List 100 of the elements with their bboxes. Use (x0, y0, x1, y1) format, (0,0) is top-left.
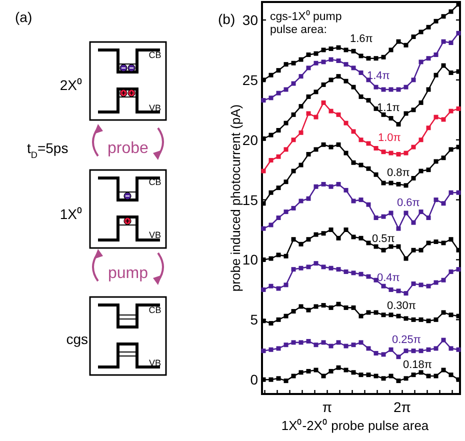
point (276, 128, 281, 133)
point (448, 190, 454, 195)
point (441, 39, 446, 44)
point (284, 180, 288, 184)
point (434, 159, 438, 164)
point (306, 94, 311, 99)
point (366, 310, 371, 315)
point (306, 111, 311, 116)
point (448, 346, 454, 351)
point (328, 344, 334, 348)
point (284, 87, 288, 92)
point (344, 78, 348, 84)
point (404, 42, 408, 48)
point (336, 236, 341, 240)
text: cgs (66, 331, 88, 347)
point (328, 108, 334, 114)
point (411, 220, 416, 225)
point (381, 214, 386, 219)
point (366, 98, 371, 103)
point (284, 147, 288, 152)
point (448, 312, 454, 318)
point (268, 96, 274, 100)
point (314, 60, 318, 66)
point (448, 70, 454, 75)
point (276, 186, 281, 190)
point (351, 270, 356, 276)
y-tick-label: 10 (242, 252, 258, 268)
annotation: 0.30π (387, 300, 416, 312)
point (291, 237, 296, 242)
point (388, 347, 394, 352)
point (381, 352, 386, 357)
point (418, 282, 424, 288)
point (351, 66, 356, 70)
point (441, 156, 446, 160)
point (396, 122, 401, 127)
point (351, 84, 356, 90)
point (411, 348, 416, 354)
point (358, 236, 364, 240)
point (396, 314, 401, 318)
point (456, 30, 461, 36)
point (276, 68, 281, 73)
text: 2X⁰ (60, 77, 82, 93)
point (426, 374, 431, 378)
point (268, 256, 274, 261)
point (284, 254, 288, 258)
point (404, 376, 408, 381)
point (328, 144, 334, 150)
annotation: 0.25π (392, 334, 422, 346)
point (434, 18, 438, 24)
point (441, 63, 446, 68)
text: CB (148, 50, 162, 60)
point (351, 129, 356, 134)
point (404, 150, 408, 156)
point (268, 72, 274, 78)
point (381, 87, 386, 92)
point (276, 376, 281, 381)
point (291, 206, 296, 210)
point (314, 368, 318, 372)
point (351, 234, 356, 240)
point (358, 198, 364, 202)
point (336, 45, 341, 50)
point (396, 152, 401, 156)
point (381, 248, 386, 252)
point (358, 54, 364, 58)
point (404, 316, 408, 321)
point (314, 304, 318, 309)
point (291, 309, 296, 314)
point (404, 84, 408, 90)
point (358, 138, 364, 142)
point (456, 267, 461, 272)
point (434, 114, 438, 120)
point (388, 87, 394, 92)
point (418, 60, 424, 64)
point (276, 317, 281, 322)
point (328, 57, 334, 62)
text: 1X⁰ (60, 206, 82, 222)
annotation: 0.8π (387, 167, 410, 179)
point (396, 244, 401, 249)
point (306, 308, 311, 312)
annotation: 1.0π (378, 132, 402, 144)
point (314, 51, 318, 56)
point (448, 108, 454, 114)
point (426, 56, 431, 61)
point (336, 267, 341, 272)
point (351, 342, 356, 348)
point (261, 98, 266, 103)
point (298, 242, 304, 246)
point (366, 141, 371, 146)
point (291, 81, 296, 86)
point (434, 346, 438, 351)
point (374, 146, 378, 150)
point (426, 168, 431, 172)
point (411, 108, 416, 112)
point (358, 372, 364, 378)
point (366, 372, 371, 378)
point (344, 344, 348, 348)
point (448, 237, 454, 242)
y-tick-label: 20 (242, 132, 258, 148)
point (404, 291, 408, 296)
point (388, 374, 394, 378)
